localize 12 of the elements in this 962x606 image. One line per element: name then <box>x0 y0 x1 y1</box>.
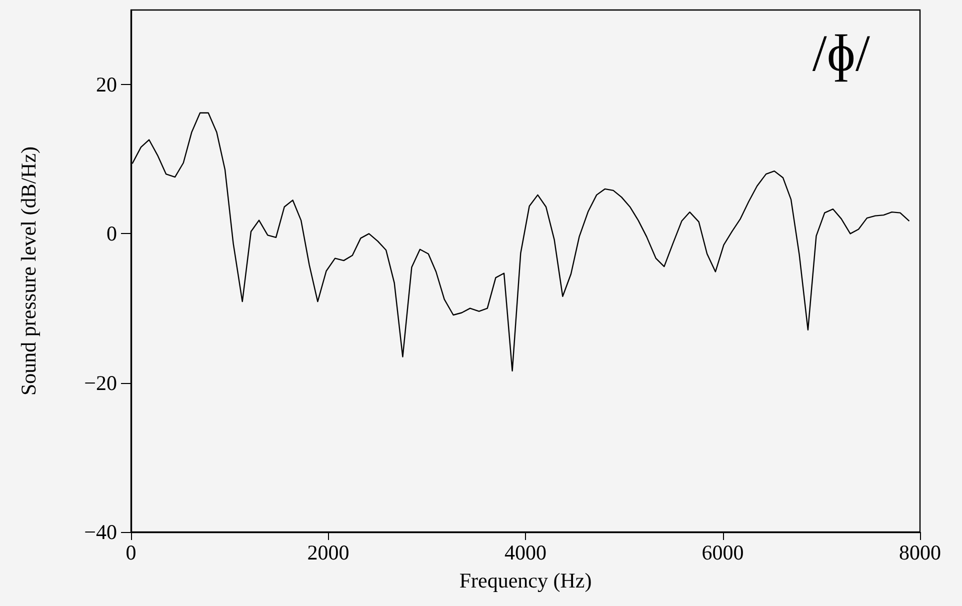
y-tick-label: 20 <box>96 72 117 97</box>
x-axis-title: Frequency (Hz) <box>459 568 592 592</box>
x-tick-label: 6000 <box>702 540 744 564</box>
y-tick-label: 0 <box>106 222 117 246</box>
y-tick-label: −40 <box>84 520 117 544</box>
x-tick-label: 2000 <box>307 540 350 564</box>
y-tick-label: −20 <box>84 370 117 395</box>
x-tick-label: 8000 <box>899 540 941 564</box>
x-tick-label: 4000 <box>504 540 546 564</box>
y-axis-title: Sound pressure level (dB/Hz) <box>16 146 40 396</box>
annotation: /ɸ/ <box>812 26 871 82</box>
x-tick-label: 0 <box>126 540 136 564</box>
